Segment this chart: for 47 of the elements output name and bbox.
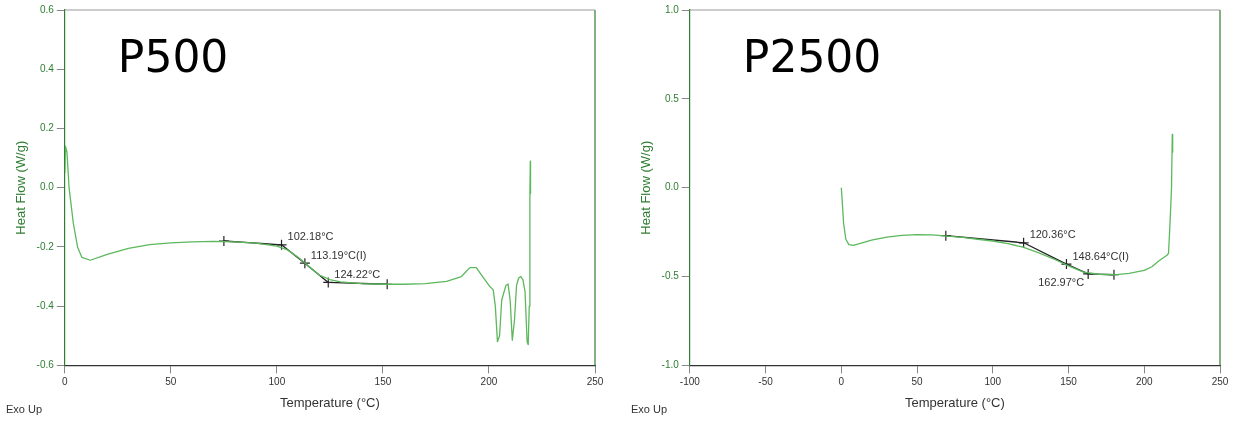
annotation: 120.36°C (1029, 228, 1076, 241)
y-axis-title: Heat Flow (W/g) (13, 140, 29, 235)
y-axis-title: Heat Flow (W/g) (638, 140, 654, 235)
point (218, 235, 230, 247)
text: Exo Up (6, 403, 43, 415)
y-tick-label: 0.6 (39, 3, 55, 15)
text: Exo Up (631, 403, 668, 415)
x-tick-label: 0 (62, 376, 69, 388)
y-tick-label: -0.5 (661, 270, 680, 282)
x-tick-label: -50 (758, 376, 774, 388)
y-tick-label: 0.5 (664, 92, 680, 104)
y-tick-label: 1.0 (664, 3, 680, 15)
text: P2500 (742, 31, 882, 82)
annotation: 113.19°C(I) (310, 248, 367, 261)
y-tick-label: -0.2 (36, 240, 55, 252)
x-tick-label: 250 (1211, 376, 1229, 388)
x-tick-label: 100 (268, 376, 286, 388)
x-tick-label: 100 (984, 376, 1002, 388)
annotation: 162.97°C (1038, 276, 1085, 289)
point (1018, 237, 1030, 249)
y-tick-label: -1.0 (661, 359, 680, 371)
y-tick-label: 0.0 (664, 181, 680, 193)
annotation: 102.18°C (287, 230, 334, 243)
x-tick-label: 50 (911, 376, 924, 388)
x-tick-label: 0 (838, 376, 845, 388)
annotation: 124.22°C (334, 268, 381, 280)
point (299, 257, 311, 269)
y-tick-label: 0.2 (39, 122, 55, 134)
y-tick-label: 0.0 (39, 181, 55, 193)
y-tick-label: -0.6 (36, 359, 55, 371)
text: P500 (117, 31, 229, 82)
x-axis-title: Temperature (°C) (904, 394, 1005, 410)
x-tick-label: 150 (1060, 376, 1078, 388)
x-tick-label: 50 (165, 376, 177, 388)
point (275, 239, 288, 251)
x-tick-label: 200 (480, 376, 498, 388)
x-tick-label: 200 (1135, 376, 1154, 388)
x-axis-title: Temperature (°C) (279, 394, 380, 410)
annotation: 148.64°C(I) (1072, 249, 1129, 262)
x-tick-label: 150 (374, 376, 392, 388)
x-tick-label: 250 (586, 376, 604, 388)
point (322, 276, 334, 289)
point (1082, 268, 1094, 280)
x-tick-label: -100 (679, 376, 701, 388)
y-tick-label: -0.4 (36, 299, 55, 311)
y-tick-label: 0.4 (39, 62, 55, 74)
point (1060, 258, 1073, 270)
